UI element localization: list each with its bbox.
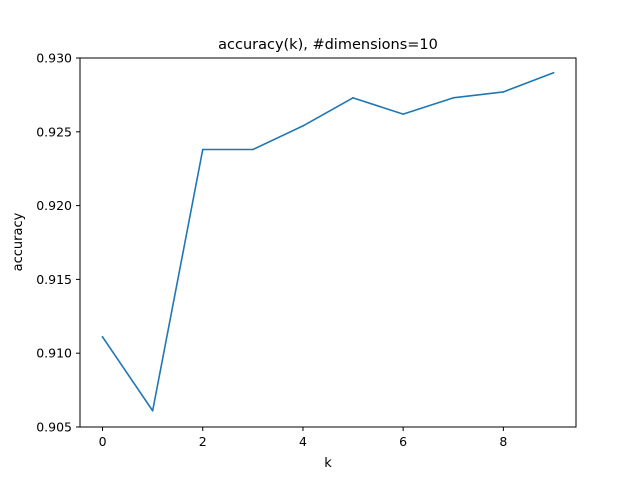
data-point: [201, 148, 204, 151]
data-point: [402, 113, 404, 115]
y-tick-label: 0.905: [36, 420, 72, 435]
y-axis-label: accuracy: [11, 212, 26, 271]
accuracy-series-line: [101, 71, 555, 412]
x-tick-label: 0: [99, 434, 107, 449]
x-tick-label: 2: [199, 434, 207, 449]
data-point: [502, 91, 505, 93]
x-tick-label: 6: [399, 434, 407, 449]
x-axis-label: k: [324, 456, 332, 471]
data-point: [302, 125, 304, 127]
data-point: [101, 336, 104, 338]
y-tick-label: 0.910: [36, 346, 72, 361]
accuracy-series-points: [101, 71, 555, 412]
data-point: [552, 71, 555, 74]
x-tick-label: 4: [299, 434, 307, 449]
data-point: [352, 97, 354, 99]
y-tick-label: 0.925: [36, 124, 72, 139]
y-tick-label: 0.920: [36, 198, 72, 213]
y-tick-label: 0.930: [36, 51, 72, 66]
x-axis: 0 2 4 6 8: [99, 427, 507, 449]
data-point: [151, 409, 154, 412]
data-point: [452, 97, 455, 99]
plot-frame: [79, 57, 577, 428]
x-tick-label: 8: [499, 434, 507, 449]
y-axis: 0.905 0.910 0.915 0.920 0.925 0.930: [36, 51, 80, 435]
y-tick-label: 0.915: [36, 272, 72, 287]
chart-title: accuracy(k), #dimensions=10: [218, 37, 438, 53]
data-point: [252, 148, 254, 151]
